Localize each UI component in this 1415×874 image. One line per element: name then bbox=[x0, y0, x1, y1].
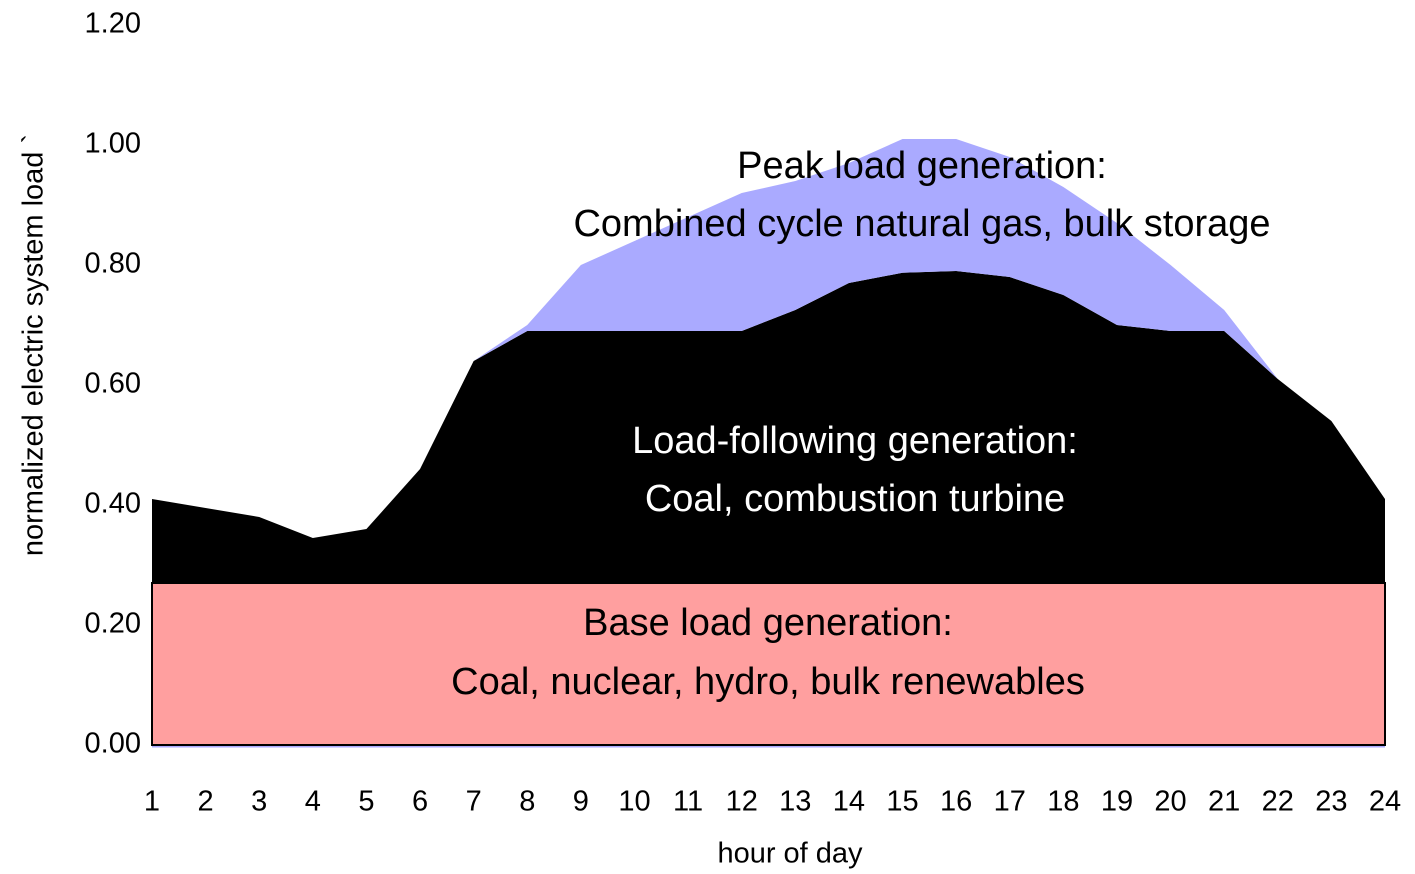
x-tick-label: 23 bbox=[1315, 786, 1347, 818]
x-tick-label: 16 bbox=[940, 786, 972, 818]
x-tick-label: 11 bbox=[673, 786, 703, 818]
y-tick-label: 1.20 bbox=[85, 8, 141, 40]
x-tick-label: 13 bbox=[779, 786, 811, 818]
annotation: Coal, nuclear, hydro, bulk renewables bbox=[451, 661, 1085, 703]
x-tick-label: 7 bbox=[466, 786, 482, 818]
x-tick-label: 18 bbox=[1047, 786, 1079, 818]
annotation: Coal, combustion turbine bbox=[645, 478, 1065, 520]
x-tick-label: 3 bbox=[251, 786, 267, 818]
y-tick-label: 0.20 bbox=[85, 608, 141, 640]
annotation: Load-following generation: bbox=[632, 420, 1078, 462]
x-tick-label: 12 bbox=[726, 786, 758, 818]
x-tick-label: 22 bbox=[1262, 786, 1294, 818]
y-tick-label: 0.00 bbox=[85, 728, 141, 760]
x-tick-label: 4 bbox=[305, 786, 321, 818]
x-tick-label: 14 bbox=[833, 786, 865, 818]
x-tick-label: 2 bbox=[198, 786, 214, 818]
x-tick-label: 9 bbox=[573, 786, 589, 818]
x-tick-label: 8 bbox=[519, 786, 535, 818]
x-tick-label: 17 bbox=[994, 786, 1026, 818]
y-tick-label: 0.40 bbox=[85, 488, 141, 520]
x-tick-label: 6 bbox=[412, 786, 428, 818]
x-tick-label: 19 bbox=[1101, 786, 1133, 818]
areas bbox=[151, 139, 1386, 746]
area bbox=[152, 139, 1385, 538]
annotation: Peak load generation: bbox=[737, 145, 1107, 187]
y-tick-label: 1.00 bbox=[85, 128, 141, 160]
y-tick-label: 0.60 bbox=[85, 368, 141, 400]
annotation: Combined cycle natural gas, bulk storage bbox=[573, 203, 1270, 245]
y-tick-label: 0.80 bbox=[85, 248, 141, 280]
x-tick-label: 5 bbox=[358, 786, 374, 818]
x-tick-label: 1 bbox=[144, 786, 160, 818]
x-tick-label: 10 bbox=[618, 786, 650, 818]
x-tick-label: 21 bbox=[1208, 786, 1240, 818]
x-axis-label: hour of day bbox=[717, 838, 863, 870]
y-axis-label: normalized electric system load ` bbox=[18, 134, 50, 556]
x-tick-label: 24 bbox=[1369, 786, 1401, 818]
x-tick-label: 15 bbox=[886, 786, 918, 818]
area bbox=[152, 271, 1385, 583]
annotation: Base load generation: bbox=[583, 602, 953, 644]
x-tick-label: 20 bbox=[1154, 786, 1186, 818]
